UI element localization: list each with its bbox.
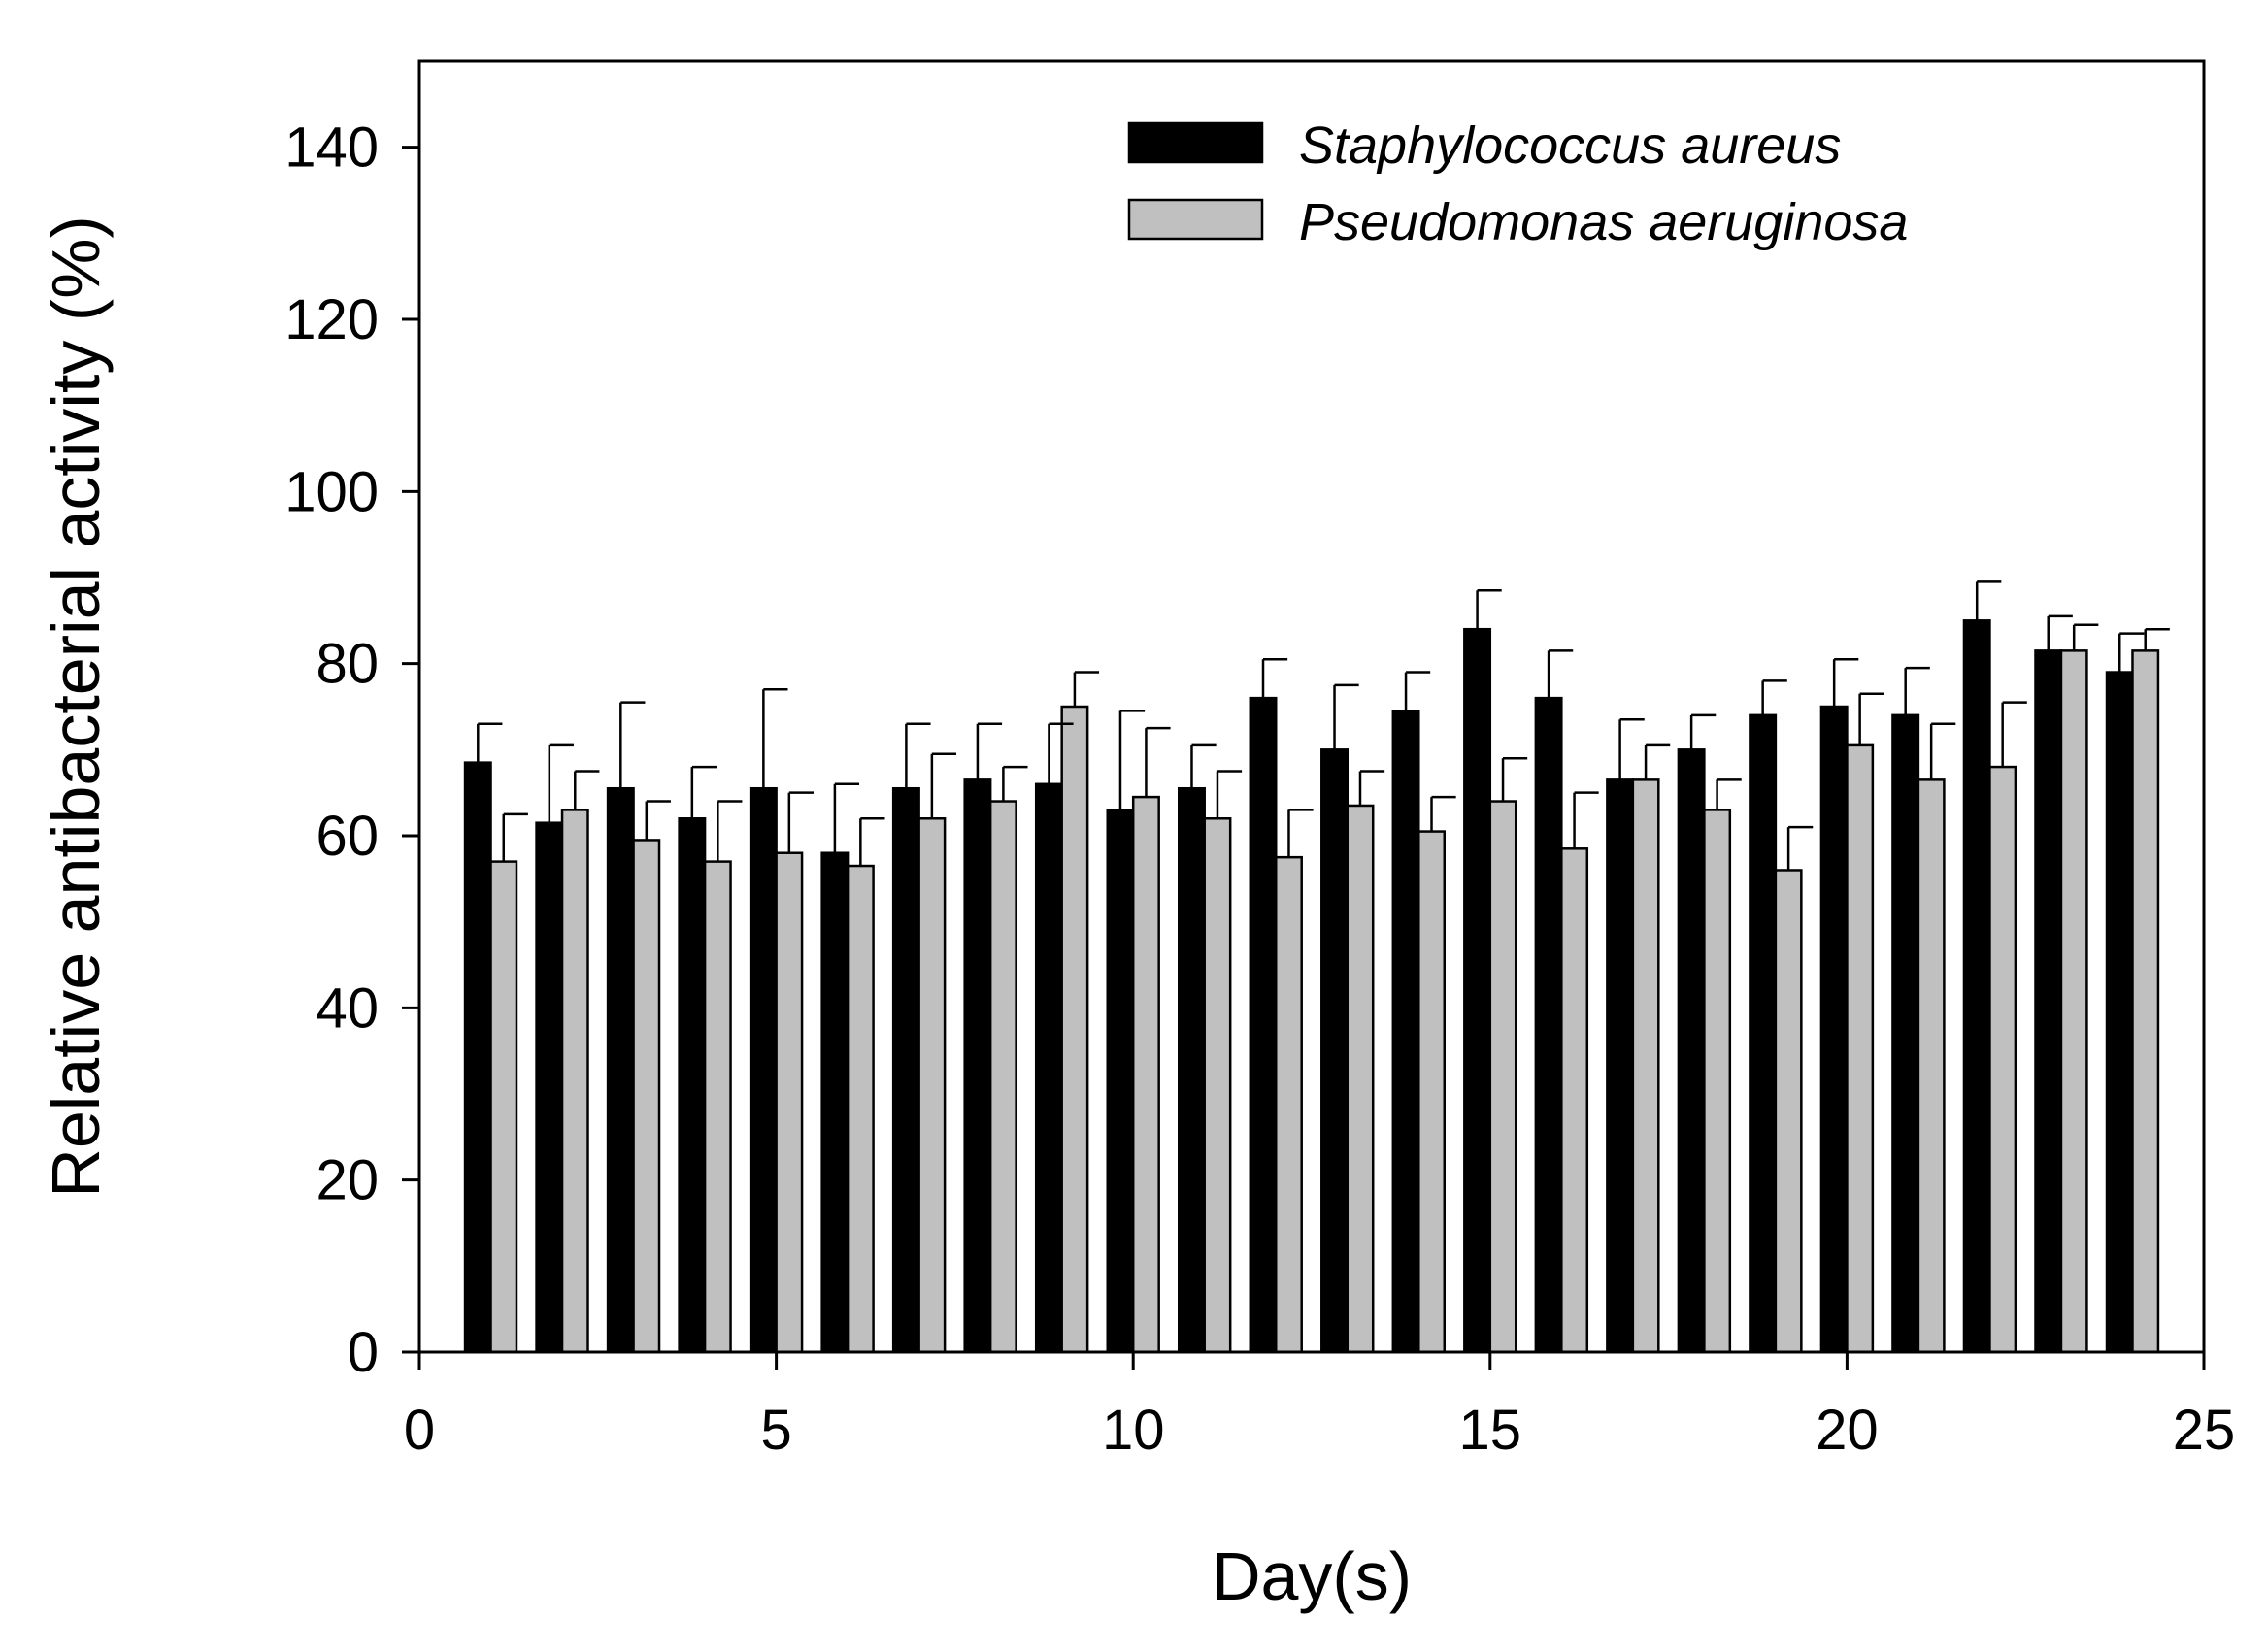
x-axis-title: Day(s) [1212, 1538, 1412, 1614]
bar-staphylococcus-aureus-day-8 [963, 778, 992, 1354]
y-tick-label-80: 80 [316, 633, 379, 696]
bar-staphylococcus-aureus-day-16 [1534, 696, 1563, 1354]
bar-staphylococcus-aureus-day-6 [820, 851, 850, 1354]
bar-staphylococcus-aureus-day-15 [1463, 627, 1492, 1354]
bar-staphylococcus-aureus-day-2 [535, 821, 564, 1354]
bar-pseudomonas-aeruginosa-day-11 [1203, 817, 1232, 1354]
plot-area-frame [417, 59, 2206, 1354]
bar-pseudomonas-aeruginosa-day-19 [1774, 869, 1803, 1354]
bar-pseudomonas-aeruginosa-day-16 [1560, 847, 1589, 1354]
x-tick-label-10: 10 [1102, 1399, 1165, 1462]
bar-pseudomonas-aeruginosa-day-9 [1060, 705, 1089, 1354]
bars-layer [463, 619, 2160, 1354]
bar-staphylococcus-aureus-day-4 [678, 817, 707, 1354]
bar-staphylococcus-aureus-day-9 [1034, 782, 1063, 1354]
y-tick-label-0: 0 [348, 1321, 379, 1384]
y-tick-label-40: 40 [316, 976, 379, 1040]
bar-pseudomonas-aeruginosa-day-23 [2059, 649, 2088, 1354]
error-bars-layer [477, 580, 2170, 871]
bar-pseudomonas-aeruginosa-day-10 [1131, 795, 1160, 1354]
bar-pseudomonas-aeruginosa-day-24 [2131, 649, 2160, 1354]
bar-staphylococcus-aureus-day-21 [1891, 713, 1920, 1354]
bar-staphylococcus-aureus-day-10 [1106, 809, 1135, 1354]
bar-staphylococcus-aureus-day-12 [1249, 696, 1278, 1354]
bar-staphylococcus-aureus-day-14 [1391, 710, 1420, 1354]
bar-staphylococcus-aureus-day-24 [2105, 671, 2134, 1354]
legend-label-pseudomonas-aeruginosa: Pseudomonas aeruginosa [1299, 193, 1908, 251]
bar-pseudomonas-aeruginosa-day-1 [489, 860, 518, 1354]
bar-pseudomonas-aeruginosa-day-21 [1917, 778, 1946, 1354]
legend-swatch-pseudomonas-aeruginosa [1127, 198, 1264, 241]
x-tick-label-25: 25 [2173, 1399, 2236, 1462]
bar-staphylococcus-aureus-day-20 [1819, 705, 1849, 1354]
bar-pseudomonas-aeruginosa-day-12 [1274, 855, 1303, 1354]
bar-staphylococcus-aureus-day-13 [1320, 748, 1350, 1354]
y-tick-label-140: 140 [284, 116, 379, 180]
bar-staphylococcus-aureus-day-19 [1749, 713, 1778, 1354]
y-tick-label-100: 100 [284, 460, 379, 523]
legend-swatch-staphylococcus-aureus [1127, 121, 1264, 164]
bar-pseudomonas-aeruginosa-day-6 [846, 864, 875, 1354]
x-tick-label-0: 0 [404, 1399, 435, 1462]
bar-pseudomonas-aeruginosa-day-18 [1703, 809, 1732, 1354]
bar-staphylococcus-aureus-day-7 [891, 786, 920, 1354]
bar-pseudomonas-aeruginosa-day-8 [988, 800, 1017, 1354]
bar-staphylococcus-aureus-day-18 [1677, 748, 1706, 1354]
bar-pseudomonas-aeruginosa-day-14 [1417, 830, 1446, 1354]
bar-pseudomonas-aeruginosa-day-22 [1988, 765, 2017, 1354]
bar-pseudomonas-aeruginosa-day-20 [1846, 743, 1875, 1354]
bar-pseudomonas-aeruginosa-day-5 [775, 851, 804, 1354]
x-tick-label-5: 5 [760, 1399, 791, 1462]
legend: Staphylococcus aureus Pseudomonas aerugi… [1127, 116, 1908, 251]
bar-staphylococcus-aureus-day-23 [2034, 649, 2063, 1354]
bar-staphylococcus-aureus-day-1 [463, 761, 492, 1354]
x-tick-label-15: 15 [1459, 1399, 1522, 1462]
y-tick-label-20: 20 [316, 1149, 379, 1212]
y-tick-label-120: 120 [284, 288, 379, 351]
x-tick-label-20: 20 [1816, 1399, 1879, 1462]
bar-pseudomonas-aeruginosa-day-4 [703, 860, 732, 1354]
bar-staphylococcus-aureus-day-22 [1962, 619, 1991, 1354]
legend-label-staphylococcus-aureus: Staphylococcus aureus [1299, 116, 1841, 175]
bar-pseudomonas-aeruginosa-day-2 [560, 809, 589, 1354]
bar-staphylococcus-aureus-day-5 [749, 786, 778, 1354]
bar-staphylococcus-aureus-day-11 [1178, 786, 1206, 1354]
bar-pseudomonas-aeruginosa-day-3 [632, 839, 661, 1354]
ticks-layer: 0 5 10 15 20 25 0 20 40 60 80 100 120 140 [284, 116, 2235, 1462]
bar-pseudomonas-aeruginosa-day-13 [1346, 804, 1375, 1354]
bar-pseudomonas-aeruginosa-day-17 [1631, 778, 1660, 1354]
bar-pseudomonas-aeruginosa-day-15 [1488, 800, 1517, 1354]
bar-pseudomonas-aeruginosa-day-7 [917, 817, 947, 1354]
y-axis-title: Relative antibacterial activity (%) [38, 215, 114, 1197]
bar-staphylococcus-aureus-day-3 [606, 786, 635, 1354]
bar-staphylococcus-aureus-day-17 [1606, 778, 1635, 1354]
y-tick-label-60: 60 [316, 805, 379, 868]
